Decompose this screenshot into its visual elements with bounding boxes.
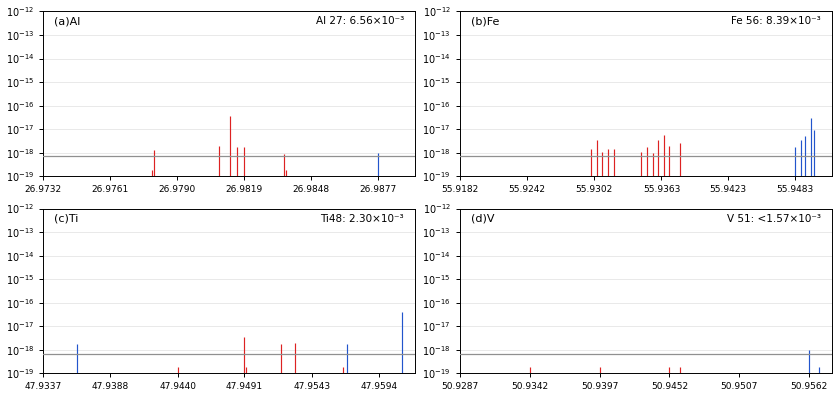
- Text: (c)Ti: (c)Ti: [54, 214, 79, 224]
- Text: (b)Fe: (b)Fe: [471, 16, 499, 27]
- Text: V 51: <1.57×10⁻³: V 51: <1.57×10⁻³: [727, 214, 820, 224]
- Text: (a)Al: (a)Al: [54, 16, 80, 27]
- Text: Fe 56: 8.39×10⁻³: Fe 56: 8.39×10⁻³: [731, 16, 820, 27]
- Text: Al 27: 6.56×10⁻³: Al 27: 6.56×10⁻³: [316, 16, 404, 27]
- Text: (d)V: (d)V: [471, 214, 494, 224]
- Text: Ti48: 2.30×10⁻³: Ti48: 2.30×10⁻³: [320, 214, 404, 224]
